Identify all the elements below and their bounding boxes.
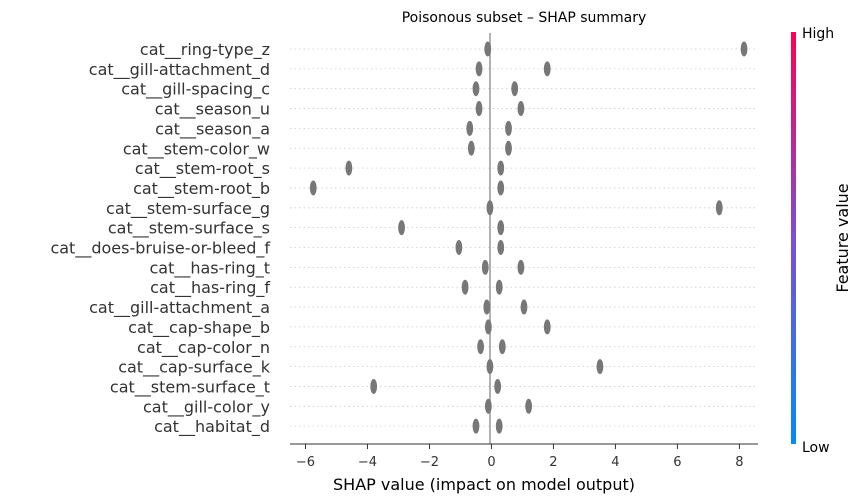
feature-label: cat__stem-surface_t [110,377,270,397]
shap-point [517,259,525,275]
shap-point [520,299,528,315]
shap-point [486,200,494,216]
shap-point [477,339,485,355]
shap-point [497,220,505,236]
shap-point [543,319,551,335]
feature-label: cat__cap-color_n [137,338,270,358]
colorbar-title: Feature value [833,183,852,292]
shap-point [309,180,317,196]
shap-point [497,160,505,176]
shap-point [481,259,489,275]
feature-label: cat__season_u [155,100,270,120]
shap-point [467,140,475,156]
x-tick-label: 6 [673,455,681,470]
shap-point [497,240,505,255]
shap-point [484,398,492,414]
chart-title: Poisonous subset – SHAP summary [402,10,647,26]
shap-point [466,120,474,136]
feature-label: cat__stem-surface_g [106,199,270,219]
feature-label: cat__cap-shape_b [128,318,270,338]
x-tick-label: 2 [549,455,557,470]
feature-label: cat__gill-spacing_c [121,80,270,100]
feature-rows: cat__ring-type_zcat__gill-attachment_dca… [50,40,758,437]
feature-label: cat__has-ring_t [149,258,270,278]
shap-point [484,41,492,57]
feature-label: cat__gill-color_y [143,397,270,417]
shap-point [345,160,353,176]
shap-point [498,339,506,355]
x-axis-label: SHAP value (impact on model output) [333,475,635,494]
shap-point [495,418,503,434]
shap-point [370,378,378,394]
data-points [309,41,748,434]
x-tick-label: −6 [296,455,315,470]
colorbar-low-label: Low [802,440,830,456]
shap-point [494,378,502,394]
x-tick-label: −4 [358,455,377,470]
feature-label: cat__gill-attachment_a [89,298,270,318]
shap-point [543,61,551,77]
feature-label: cat__stem-root_s [135,159,270,179]
feature-label: cat__stem-surface_s [108,219,270,239]
shap-point [517,101,525,117]
shap-point [484,319,492,335]
shap-point [525,398,533,414]
x-tick-label: −2 [420,455,439,470]
shap-point [455,240,463,255]
x-tick-label: 4 [611,455,619,470]
shap-point [461,279,469,295]
shap-point [740,41,748,57]
shap-point [505,140,512,156]
feature-label: cat__ring-type_z [140,40,270,60]
feature-label: cat__cap-surface_k [118,358,271,378]
shap-point [511,81,519,97]
shap-point [475,101,483,117]
shap-point [596,359,604,375]
x-tick-label: 0 [487,455,495,470]
shap-point [486,359,494,375]
x-axis-ticks: −6 −4 −2 0 2 4 6 8 [296,444,744,470]
feature-label: cat__has-ring_f [150,278,270,298]
x-tick-label: 8 [735,455,743,470]
feature-label: cat__does-bruise-or-bleed_f [50,239,270,259]
shap-point [472,418,480,434]
shap-point [497,180,505,196]
feature-label: cat__season_a [155,119,270,139]
feature-label: cat__stem-color_w [123,139,270,159]
shap-point [483,299,491,315]
shap-point [495,279,503,295]
feature-label: cat__gill-attachment_d [89,60,270,80]
feature-label: cat__stem-root_b [133,179,270,199]
shap-point [505,120,512,136]
colorbar-high-label: High [802,26,834,42]
feature-label: cat__habitat_d [154,417,270,437]
colorbar [791,32,796,444]
shap-point [475,61,483,77]
shap-point [398,220,405,236]
shap-point [472,81,480,97]
shap-point [715,200,723,216]
